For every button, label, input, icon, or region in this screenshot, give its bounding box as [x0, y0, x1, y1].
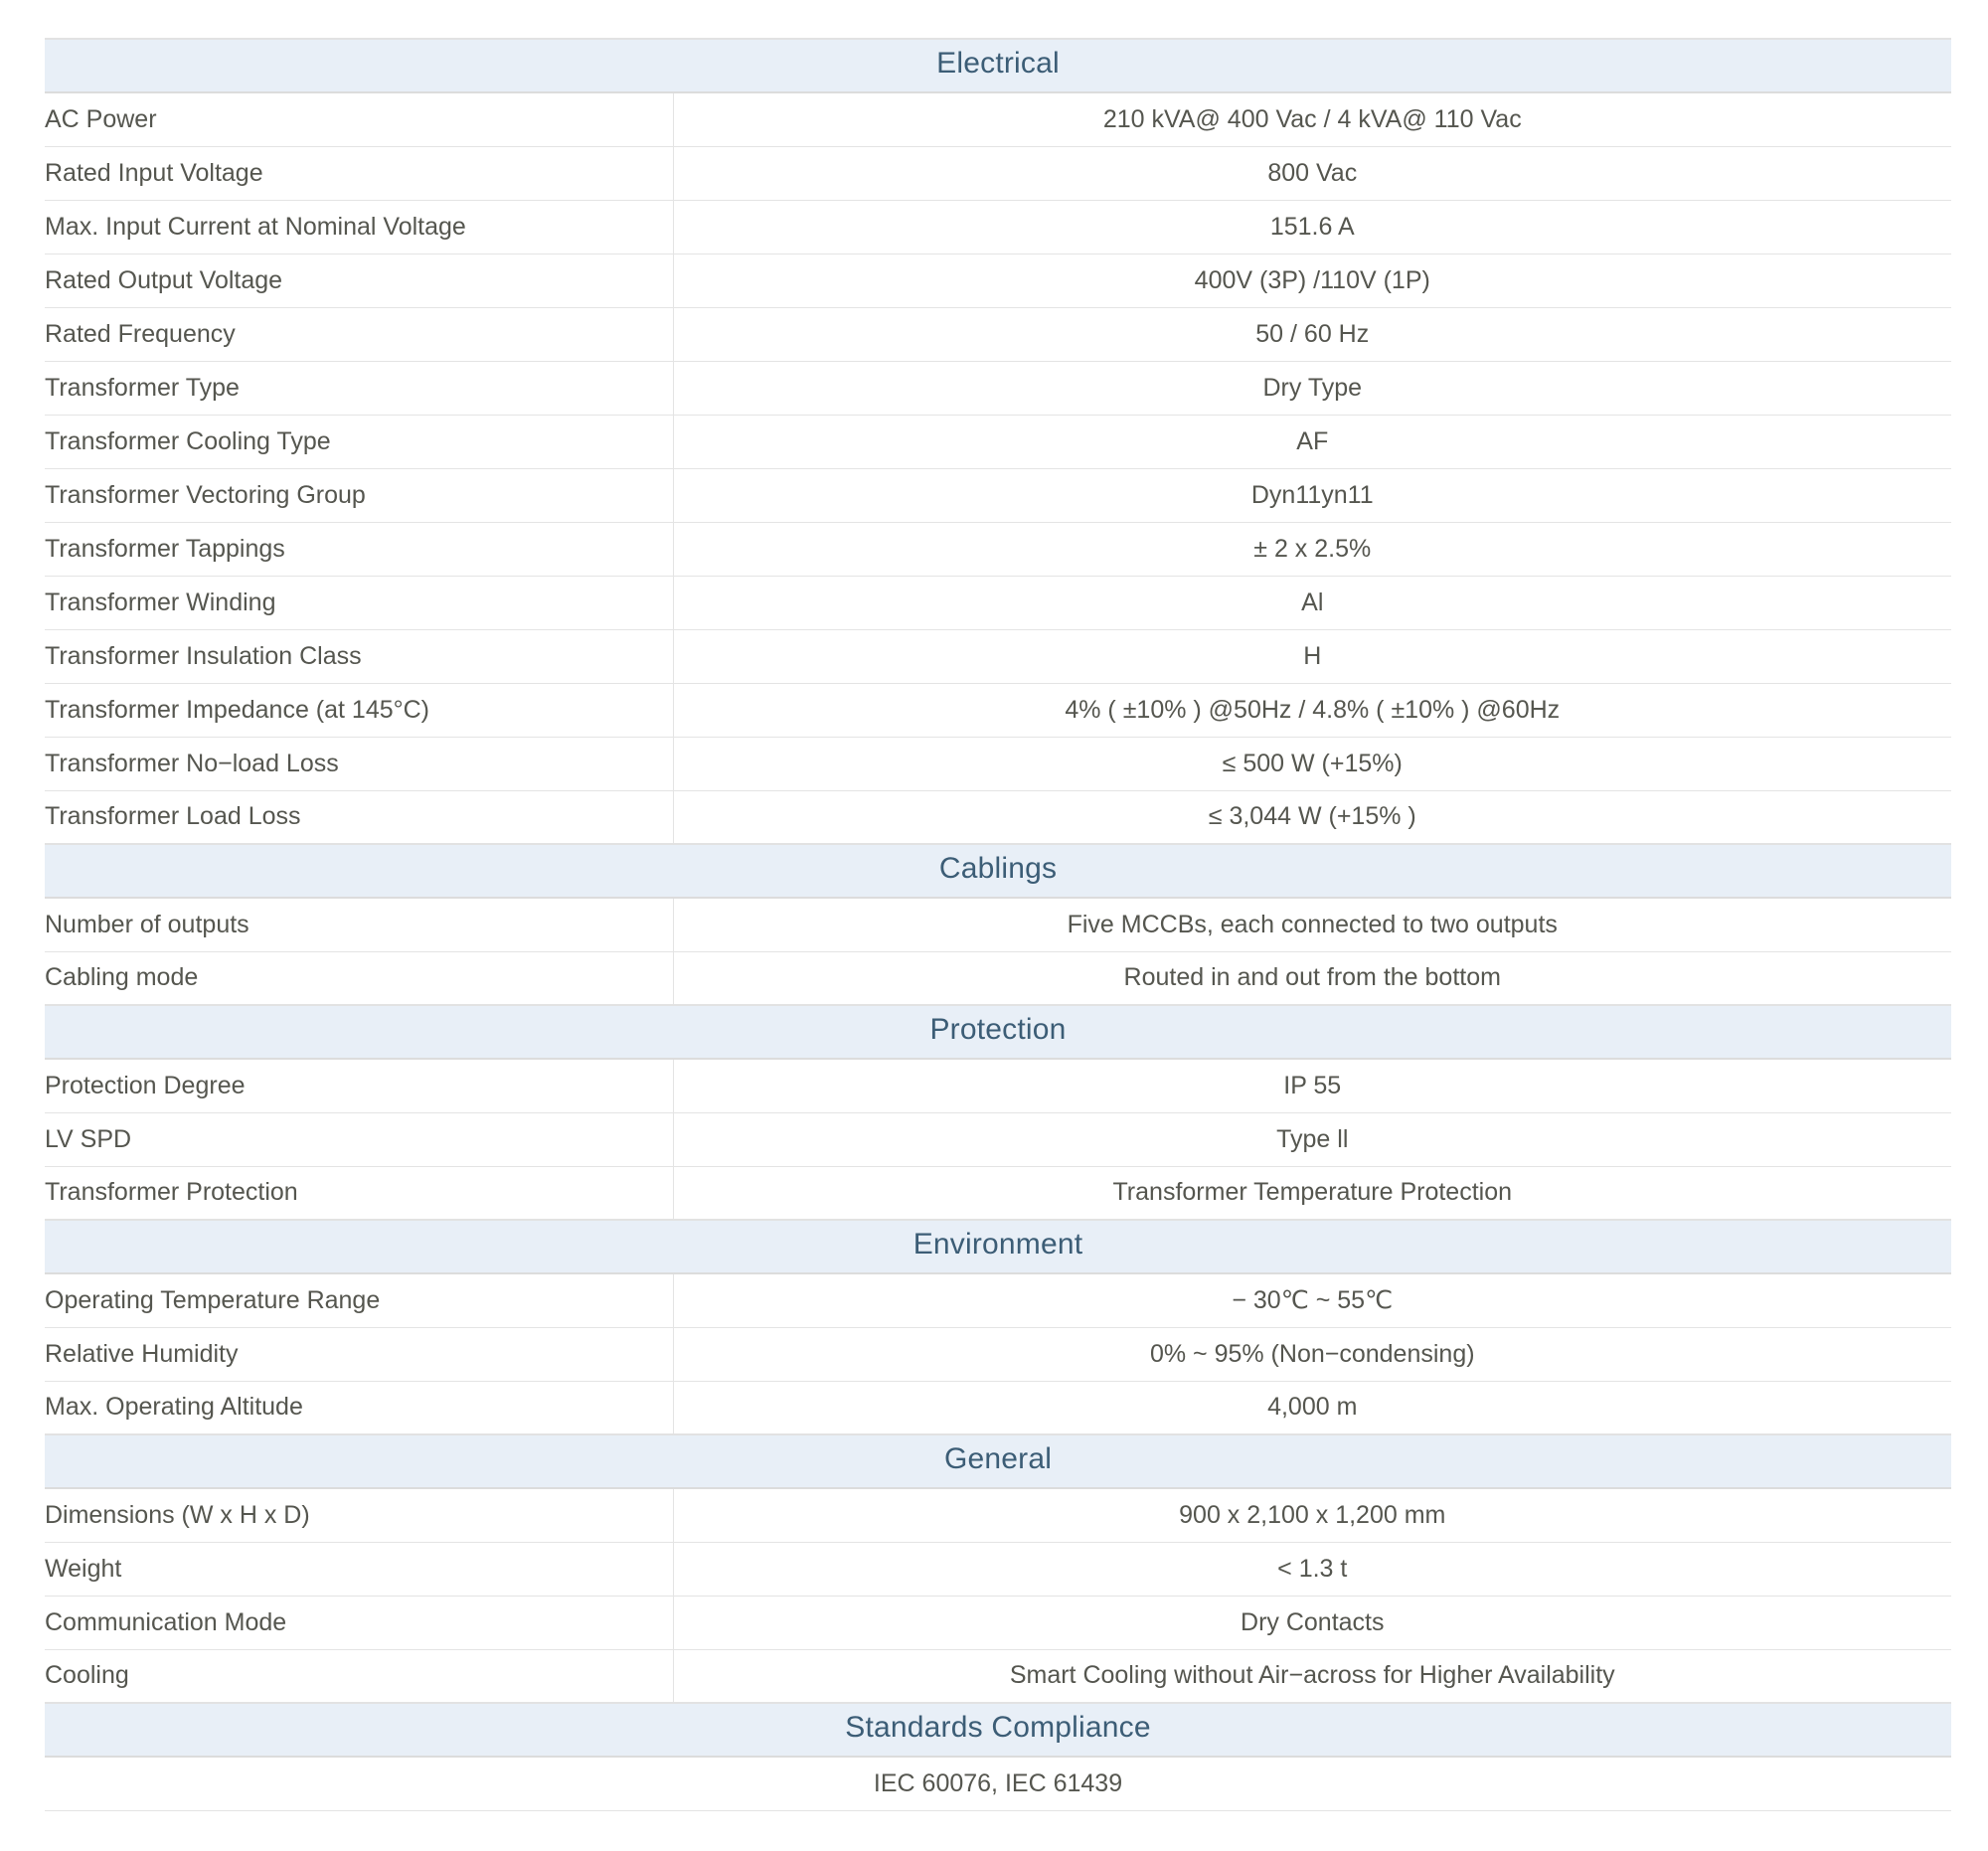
table-row: Transformer Load Loss ≤ 3,044 W (+15% ) [45, 790, 1952, 845]
section-header-row: Environment [45, 1219, 1952, 1274]
table-row: Cooling Smart Cooling without Air−across … [45, 1649, 1952, 1704]
spec-value: 210 kVA@ 400 Vac / 4 kVA@ 110 Vac [673, 92, 1952, 147]
spec-label: Transformer Load Loss [45, 790, 674, 845]
table-row: Transformer Type Dry Type [45, 361, 1952, 416]
section-header-row: Protection [45, 1004, 1952, 1060]
spec-value: IEC 60076, IEC 61439 [45, 1757, 1952, 1811]
table-row: Number of outputs Five MCCBs, each connec… [45, 898, 1952, 952]
section-title: Standards Compliance [45, 1702, 1952, 1758]
spec-label: Transformer Cooling Type [45, 415, 674, 469]
table-row-full-width: IEC 60076, IEC 61439 [45, 1757, 1952, 1811]
table-row: Relative Humidity 0% ~ 95% (Non−condensin… [45, 1327, 1952, 1382]
table-row: Weight < 1.3 t [45, 1542, 1952, 1597]
spec-value: ≤ 3,044 W (+15% ) [673, 790, 1952, 845]
spec-label: Transformer Insulation Class [45, 629, 674, 684]
table-row: Cabling mode Routed in and out from the b… [45, 951, 1952, 1006]
spec-value: H [673, 629, 1952, 684]
table-row: Max. Operating Altitude 4,000 m [45, 1381, 1952, 1435]
table-row: Max. Input Current at Nominal Voltage 151… [45, 200, 1952, 254]
spec-label: Transformer Tappings [45, 522, 674, 577]
section-header-row: Electrical [45, 38, 1952, 93]
table-row: Transformer Protection Transformer Temper… [45, 1166, 1952, 1221]
spec-value: Dry Type [673, 361, 1952, 416]
spec-label: Max. Input Current at Nominal Voltage [45, 200, 674, 254]
spec-label: Relative Humidity [45, 1327, 674, 1382]
spec-label: Dimensions (W x H x D) [45, 1488, 674, 1543]
spec-label: Weight [45, 1542, 674, 1597]
spec-label: LV SPD [45, 1112, 674, 1167]
spec-value: 400V (3P) /110V (1P) [673, 253, 1952, 308]
table-row: Transformer Cooling Type AF [45, 415, 1952, 469]
spec-label: Max. Operating Altitude [45, 1381, 674, 1435]
spec-value: 50 / 60 Hz [673, 307, 1952, 362]
spec-value: ≤ 500 W (+15%) [673, 737, 1952, 791]
table-row: Transformer Vectoring Group Dyn11yn11 [45, 468, 1952, 523]
spec-label: AC Power [45, 92, 674, 147]
section-header-row: Cablings [45, 843, 1952, 899]
spec-label: Transformer Type [45, 361, 674, 416]
spec-value: 4% ( ±10% ) @50Hz / 4.8% ( ±10% ) @60Hz [673, 683, 1952, 738]
spec-label: Transformer Impedance (at 145°C) [45, 683, 674, 738]
section-title: Cablings [45, 843, 1952, 899]
table-row: Transformer Winding Al [45, 576, 1952, 630]
spec-value: AF [673, 415, 1952, 469]
table-row: Rated Frequency 50 / 60 Hz [45, 307, 1952, 362]
section-title: Electrical [45, 38, 1952, 93]
table-row: Transformer Insulation Class H [45, 629, 1952, 684]
spec-value: IP 55 [673, 1059, 1952, 1113]
spec-value: 151.6 A [673, 200, 1952, 254]
section-header-row: General [45, 1433, 1952, 1489]
spec-value: Smart Cooling without Air−across for Hig… [673, 1649, 1952, 1704]
specification-table: Electrical AC Power 210 kVA@ 400 Vac / 4 k… [45, 38, 1952, 1811]
spec-label: Rated Input Voltage [45, 146, 674, 201]
spec-value: 800 Vac [673, 146, 1952, 201]
spec-value: Routed in and out from the bottom [673, 951, 1952, 1006]
spec-label: Transformer Winding [45, 576, 674, 630]
table-row: Communication Mode Dry Contacts [45, 1596, 1952, 1650]
spec-value: ± 2 x 2.5% [673, 522, 1952, 577]
spec-label: Number of outputs [45, 898, 674, 952]
spec-value: Dry Contacts [673, 1596, 1952, 1650]
table-row: Operating Temperature Range − 30℃ ~ 55℃ [45, 1273, 1952, 1328]
spec-value: Al [673, 576, 1952, 630]
spec-label: Rated Frequency [45, 307, 674, 362]
spec-label: Cooling [45, 1649, 674, 1704]
table-row: Protection Degree IP 55 [45, 1059, 1952, 1113]
spec-label: Communication Mode [45, 1596, 674, 1650]
section-header-row: Standards Compliance [45, 1702, 1952, 1758]
table-row: Transformer No−load Loss ≤ 500 W (+15%) [45, 737, 1952, 791]
spec-value: Dyn11yn11 [673, 468, 1952, 523]
spec-label: Operating Temperature Range [45, 1273, 674, 1328]
spec-value: < 1.3 t [673, 1542, 1952, 1597]
spec-value: 4,000 m [673, 1381, 1952, 1435]
spec-label: Rated Output Voltage [45, 253, 674, 308]
spec-label: Protection Degree [45, 1059, 674, 1113]
spec-label: Transformer No−load Loss [45, 737, 674, 791]
spec-value: − 30℃ ~ 55℃ [673, 1273, 1952, 1328]
table-row: Rated Output Voltage 400V (3P) /110V (1P) [45, 253, 1952, 308]
table-row: LV SPD Type ll [45, 1112, 1952, 1167]
table-row: Rated Input Voltage 800 Vac [45, 146, 1952, 201]
section-title: Protection [45, 1004, 1952, 1060]
spec-value: Type ll [673, 1112, 1952, 1167]
spec-label: Cabling mode [45, 951, 674, 1006]
specification-sheet: Electrical AC Power 210 kVA@ 400 Vac / 4 k… [45, 38, 1952, 1811]
spec-value: Transformer Temperature Protection [673, 1166, 1952, 1221]
spec-label: Transformer Protection [45, 1166, 674, 1221]
section-title: Environment [45, 1219, 1952, 1274]
spec-value: 900 x 2,100 x 1,200 mm [673, 1488, 1952, 1543]
table-row: Transformer Impedance (at 145°C) 4% ( ±10… [45, 683, 1952, 738]
table-row: Transformer Tappings ± 2 x 2.5% [45, 522, 1952, 577]
table-row: Dimensions (W x H x D) 900 x 2,100 x 1,20… [45, 1488, 1952, 1543]
spec-label: Transformer Vectoring Group [45, 468, 674, 523]
table-row: AC Power 210 kVA@ 400 Vac / 4 kVA@ 110 Va… [45, 92, 1952, 147]
spec-value: 0% ~ 95% (Non−condensing) [673, 1327, 1952, 1382]
section-title: General [45, 1433, 1952, 1489]
spec-value: Five MCCBs, each connected to two output… [673, 898, 1952, 952]
specification-table-body: Electrical AC Power 210 kVA@ 400 Vac / 4 k… [45, 38, 1952, 1811]
